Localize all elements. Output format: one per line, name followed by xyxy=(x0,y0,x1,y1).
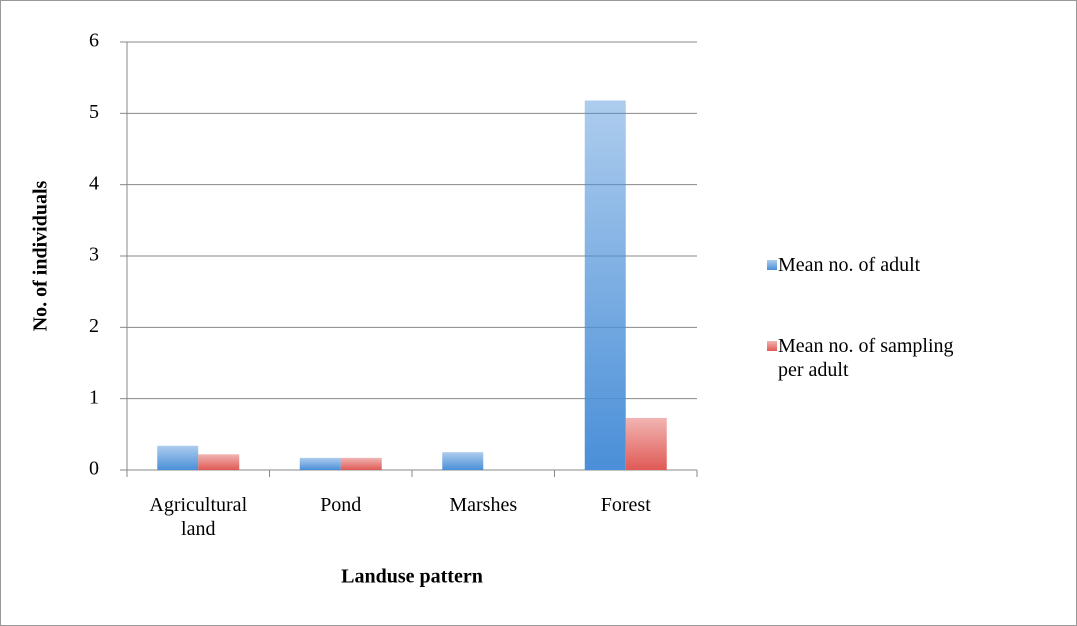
bar xyxy=(584,100,626,470)
legend-label: Mean no. of adult xyxy=(778,254,921,276)
bar xyxy=(299,457,341,470)
x-axis-title: Landuse pattern xyxy=(341,566,483,588)
y-tick-label: 3 xyxy=(89,244,99,266)
bar xyxy=(157,445,199,470)
y-tick-label: 0 xyxy=(89,458,99,480)
legend-swatch xyxy=(767,260,777,270)
legend-swatch xyxy=(767,341,777,351)
y-tick-label: 6 xyxy=(89,30,99,52)
legend-label: Mean no. of sampling per adult xyxy=(778,335,954,381)
y-tick-label: 1 xyxy=(89,386,99,408)
x-tick-label: Pond xyxy=(320,494,362,516)
bar xyxy=(625,417,667,470)
y-tick-label: 4 xyxy=(89,172,99,194)
bar xyxy=(198,454,240,470)
x-tick-label: Marshes xyxy=(449,494,518,516)
bar xyxy=(442,452,484,470)
y-tick-label: 5 xyxy=(89,101,99,123)
y-tick-label: 2 xyxy=(89,315,99,337)
y-axis-title: No. of individuals xyxy=(30,180,52,331)
x-tick-label: Agricultural land xyxy=(149,494,248,540)
bar xyxy=(340,457,382,470)
x-tick-label: Forest xyxy=(600,494,651,516)
